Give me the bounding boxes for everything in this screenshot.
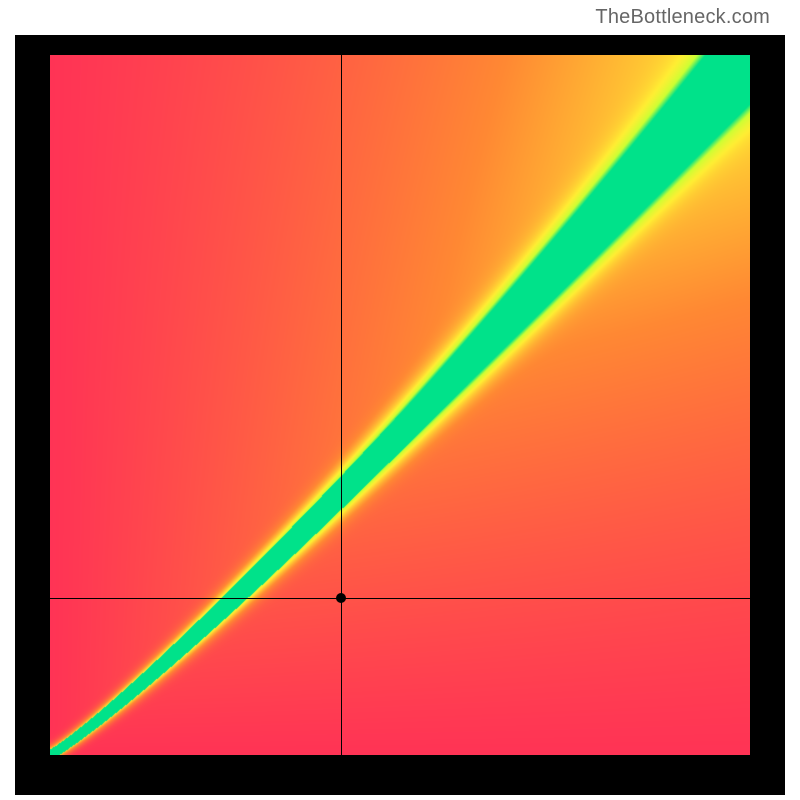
chart-inner — [50, 55, 750, 755]
chart-outer-frame — [15, 35, 785, 795]
watermark-text: TheBottleneck.com — [595, 6, 770, 29]
container: TheBottleneck.com — [0, 0, 800, 800]
marker-dot — [336, 593, 346, 603]
heatmap-canvas — [50, 55, 750, 755]
crosshair-horizontal — [50, 598, 750, 599]
crosshair-vertical — [341, 55, 342, 755]
